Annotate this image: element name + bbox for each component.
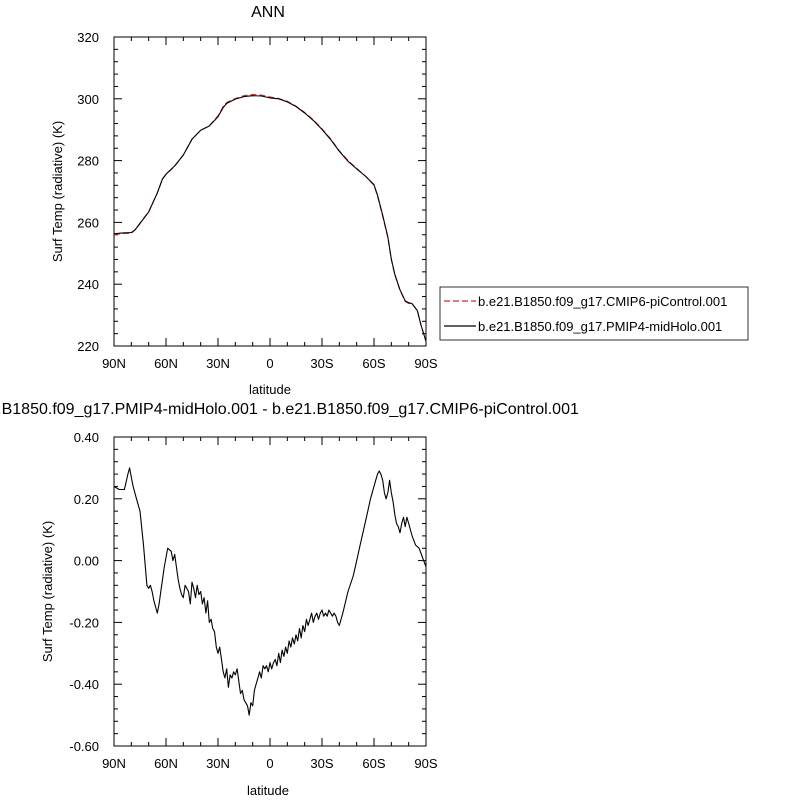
bottom-y-tick-label: 0.00 bbox=[74, 554, 99, 569]
top-chart: ANN 90N 60N 30N 0 30S 60S 90S 220 240 260 280 300 32… bbox=[50, 4, 749, 397]
top-x-tick-label: 0 bbox=[266, 356, 273, 371]
bottom-x-tick-label: 30N bbox=[206, 756, 230, 771]
bottom-chart-marks: 90N 60N 30N 0 30S 60S 90S -0.60 -0.40 -0.20 0.00 0.… bbox=[69, 430, 438, 771]
bottom-x-tick-label: 0 bbox=[266, 756, 273, 771]
top-x-tick-label: 90N bbox=[102, 356, 126, 371]
top-x-tick-label: 30S bbox=[310, 356, 333, 371]
bottom-chart-y-axis-label: Surf Temp (radiative) (K) bbox=[40, 521, 55, 662]
bottom-x-tick-label: 60S bbox=[362, 756, 385, 771]
bottom-x-tick-label: 60N bbox=[154, 756, 178, 771]
bottom-chart-x-axis-label: latitude bbox=[247, 783, 289, 798]
top-series-line-0 bbox=[113, 93, 427, 342]
top-chart-frame bbox=[113, 36, 427, 347]
bottom-y-tick-label: -0.40 bbox=[69, 677, 99, 692]
legend-label-0: b.e21.B1850.f09_g17.CMIP6-piControl.001 bbox=[478, 294, 727, 309]
top-chart-y-axis-label: Surf Temp (radiative) (K) bbox=[50, 121, 65, 262]
bottom-y-tick-label: -0.60 bbox=[69, 739, 99, 754]
top-y-tick-label: 260 bbox=[77, 215, 99, 230]
bottom-y-tick-label: 0.20 bbox=[74, 492, 99, 507]
top-y-tick-label: 240 bbox=[77, 277, 99, 292]
top-series-line-1 bbox=[113, 95, 427, 342]
bottom-x-tick-label: 90S bbox=[414, 756, 437, 771]
top-chart-title: ANN bbox=[251, 4, 285, 21]
top-x-tick-label: 60N bbox=[154, 356, 178, 371]
top-y-tick-label: 300 bbox=[77, 92, 99, 107]
top-y-tick-label: 320 bbox=[77, 30, 99, 45]
top-x-tick-label: 60S bbox=[362, 356, 385, 371]
top-x-tick-label: 30N bbox=[206, 356, 230, 371]
top-y-tick-label: 280 bbox=[77, 154, 99, 169]
bottom-y-tick-label: -0.20 bbox=[69, 615, 99, 630]
legend-box bbox=[439, 286, 749, 341]
bottom-y-tick-label: 0.40 bbox=[74, 430, 99, 445]
bottom-x-tick-label: 90N bbox=[102, 756, 126, 771]
top-x-tick-label: 90S bbox=[414, 356, 437, 371]
bottom-chart-title: b.e21.B1850.f09_g17.PMIP4-midHolo.001 - … bbox=[0, 401, 579, 418]
bottom-chart: b.e21.B1850.f09_g17.PMIP4-midHolo.001 - … bbox=[0, 401, 579, 798]
legend-label-1: b.e21.B1850.f09_g17.PMIP4-midHolo.001 bbox=[478, 319, 722, 334]
bottom-series-line-0 bbox=[113, 467, 427, 716]
top-y-tick-label: 220 bbox=[77, 339, 99, 354]
bottom-x-tick-label: 30S bbox=[310, 756, 333, 771]
top-chart-marks: 90N 60N 30N 0 30S 60S 90S 220 240 260 280 300 320 bbox=[77, 30, 438, 371]
legend: b.e21.B1850.f09_g17.CMIP6-piControl.001 … bbox=[439, 286, 749, 341]
top-chart-x-axis-label: latitude bbox=[249, 382, 291, 397]
